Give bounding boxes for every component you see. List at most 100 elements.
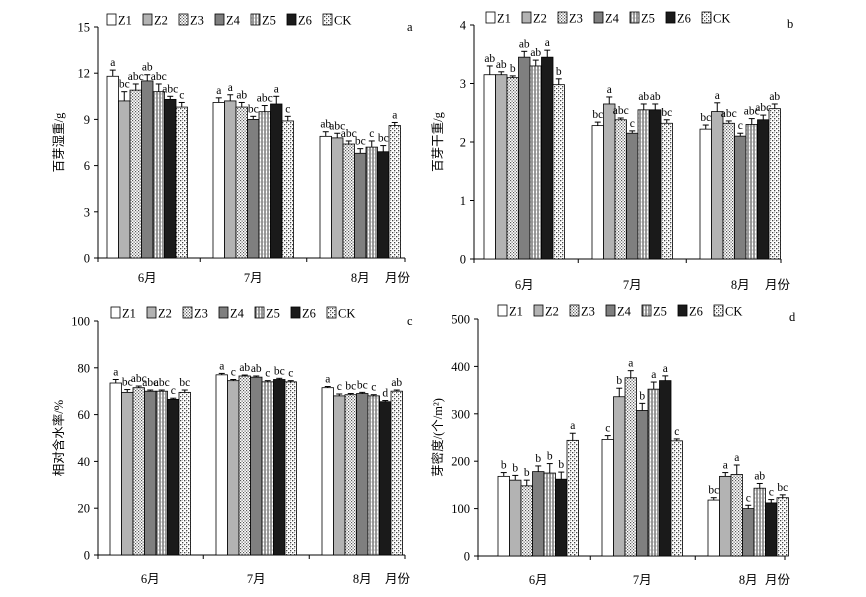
bar-z6: [270, 103, 283, 259]
legend-label: Z1: [118, 14, 132, 28]
significance-label: ab: [754, 470, 765, 482]
legend-label: Z4: [617, 305, 632, 319]
legend-swatch: [713, 304, 724, 317]
bar-z1: [321, 387, 334, 556]
y-tick-label: 6: [84, 159, 90, 173]
bar-z2: [613, 396, 626, 557]
bar-ck: [284, 381, 297, 556]
significance-label: a: [715, 90, 720, 102]
bar-z2: [121, 391, 134, 556]
significance-label: a: [110, 57, 115, 69]
legend-label: Z3: [569, 12, 583, 26]
bar-z1: [707, 499, 720, 557]
x-axis-title: 月份: [385, 572, 411, 586]
significance-label: a: [219, 360, 224, 372]
significance-label: bc: [357, 379, 368, 391]
significance-label: abc: [128, 71, 144, 83]
significance-label: abc: [329, 120, 345, 132]
y-tick-label: 3: [84, 205, 90, 219]
bar-z1: [601, 438, 614, 557]
x-tick-label: 7月: [633, 573, 652, 587]
bar-z4: [247, 119, 260, 259]
bar-ck: [776, 497, 789, 557]
legend-label: Z4: [226, 14, 241, 28]
significance-label: c: [630, 118, 635, 130]
significance-label: bc: [708, 485, 719, 497]
legend-swatch: [701, 11, 712, 24]
y-tick-label: 100: [71, 315, 90, 329]
bar-ck: [670, 440, 683, 557]
y-tick-label: 0: [460, 253, 466, 267]
significance-label: c: [674, 426, 679, 438]
bar-z6: [167, 398, 180, 556]
bar-ck: [281, 120, 294, 259]
bar-z4: [626, 132, 639, 260]
significance-label: bc: [122, 377, 133, 389]
bar-z4: [518, 56, 531, 260]
x-tick-label: 8月: [731, 278, 750, 292]
significance-label: c: [738, 120, 743, 132]
y-tick-label: 12: [78, 67, 91, 81]
legend-swatch: [677, 304, 688, 317]
bar-z3: [730, 474, 743, 557]
significance-label: b: [547, 451, 553, 463]
legend-swatch: [569, 304, 580, 317]
significance-label: ab: [530, 47, 541, 59]
bar-z5: [367, 395, 380, 556]
significance-label: c: [371, 382, 376, 394]
bar-z6: [757, 119, 770, 260]
bar-z3: [344, 394, 357, 556]
significance-label: c: [171, 385, 176, 397]
x-tick-label: 6月: [141, 572, 160, 586]
bar-z2: [333, 395, 346, 556]
significance-label: a: [663, 363, 668, 375]
y-tick-label: 0: [84, 252, 90, 266]
significance-label: bc: [179, 377, 190, 389]
bar-z6: [273, 379, 286, 556]
bar-z6: [649, 109, 662, 260]
bar-z5: [745, 124, 758, 260]
significance-label: a: [392, 109, 397, 121]
significance-label: b: [558, 459, 564, 471]
legend-label: CK: [338, 307, 355, 321]
y-tick-label: 9: [84, 113, 90, 127]
significance-label: a: [607, 84, 612, 96]
significance-label: abc: [154, 377, 170, 389]
legend-swatch: [290, 306, 301, 319]
y-tick-label: 0: [464, 550, 470, 564]
x-tick-label: 7月: [244, 271, 263, 285]
bar-z2: [227, 380, 240, 556]
significance-label: ab: [391, 377, 402, 389]
legend-label: Z5: [641, 12, 655, 26]
panel-letter: a: [407, 20, 413, 34]
legend-swatch: [254, 306, 265, 319]
bar-z1: [497, 475, 510, 557]
x-tick-label: 7月: [623, 278, 642, 292]
x-axis-title: 月份: [385, 271, 411, 285]
bar-z6: [765, 502, 778, 557]
x-axis-title: 月份: [765, 573, 791, 587]
significance-label: ab: [320, 119, 331, 131]
significance-label: d: [382, 388, 388, 400]
legend-swatch: [218, 306, 229, 319]
bar-z1: [106, 75, 119, 259]
legend-label: Z6: [298, 14, 312, 28]
x-tick-label: 6月: [515, 278, 534, 292]
legend-label: CK: [713, 12, 730, 26]
bar-z1: [319, 135, 332, 259]
bar-z1: [109, 382, 122, 556]
significance-label: ab: [638, 91, 649, 103]
significance-label: ab: [251, 363, 262, 375]
x-tick-label: 6月: [138, 271, 157, 285]
significance-label: abc: [341, 128, 357, 140]
bar-z3: [132, 387, 145, 556]
bar-z2: [603, 103, 616, 260]
significance-label: a: [216, 85, 221, 97]
bar-z5: [258, 111, 271, 259]
bar-z5: [261, 381, 274, 556]
bar-z4: [356, 393, 369, 556]
x-axis-title: 月份: [765, 278, 791, 292]
